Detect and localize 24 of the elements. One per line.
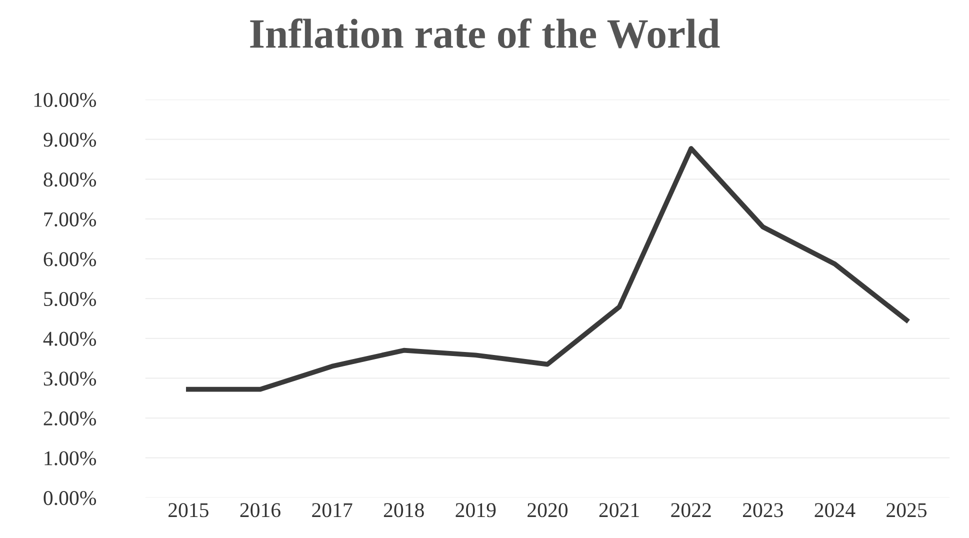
y-tick-label: 1.00% — [44, 451, 96, 466]
x-tick-label: 2016 — [240, 503, 280, 518]
y-tick-label: 10.00% — [34, 92, 96, 108]
x-tick-label: 2020 — [528, 503, 568, 518]
x-tick-label: 2015 — [168, 503, 208, 518]
chart-title: Inflation rate of the World — [250, 18, 720, 48]
y-tick-label: 7.00% — [44, 212, 96, 226]
x-tick-label: 2017 — [312, 503, 352, 518]
x-tick-label: 2018 — [384, 503, 424, 518]
y-tick-label: 0.00% — [44, 491, 96, 506]
y-tick-label: 6.00% — [44, 252, 96, 266]
x-tick-label: 2019 — [456, 503, 496, 518]
y-tick-label: 2.00% — [44, 411, 96, 426]
y-tick-label: 9.00% — [44, 132, 96, 147]
y-tick-label: 8.00% — [44, 172, 96, 187]
y-tick-label: 4.00% — [43, 332, 96, 346]
y-tick-label: 3.00% — [44, 372, 96, 386]
x-tick-label: 2023 — [742, 503, 783, 518]
x-tick-label: 2025 — [886, 503, 927, 518]
line-series — [186, 146, 909, 392]
x-tick-label: 2021 — [599, 503, 639, 518]
x-tick-label: 2024 — [814, 503, 856, 518]
y-tick-label: 5.00% — [44, 292, 96, 306]
x-tick-label: 2022 — [671, 503, 711, 518]
